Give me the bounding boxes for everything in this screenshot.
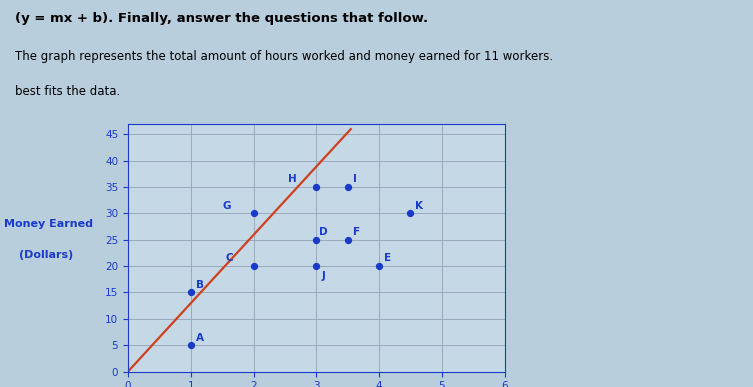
Point [342,237,354,243]
Text: A: A [196,332,204,342]
Text: H: H [288,175,297,185]
Text: F: F [352,227,360,237]
Text: B: B [196,280,204,290]
Text: K: K [416,201,423,211]
Point [310,237,322,243]
Text: The graph represents the total amount of hours worked and money earned for 11 wo: The graph represents the total amount of… [15,50,553,63]
Point [373,263,385,269]
Text: (y = mx + b). Finally, answer the questions that follow.: (y = mx + b). Finally, answer the questi… [15,12,428,25]
Text: D: D [319,227,328,237]
Point [248,210,260,216]
Text: C: C [225,253,233,264]
Text: Money Earned: Money Earned [4,219,93,229]
Point [310,263,322,269]
Text: (Dollars): (Dollars) [19,250,73,260]
Point [184,289,197,296]
Point [184,342,197,348]
Point [342,184,354,190]
Text: best fits the data.: best fits the data. [15,85,120,98]
Text: E: E [384,253,391,264]
Text: J: J [322,271,325,281]
Point [404,210,416,216]
Text: I: I [352,175,356,185]
Point [248,263,260,269]
Point [310,184,322,190]
Text: G: G [222,201,230,211]
